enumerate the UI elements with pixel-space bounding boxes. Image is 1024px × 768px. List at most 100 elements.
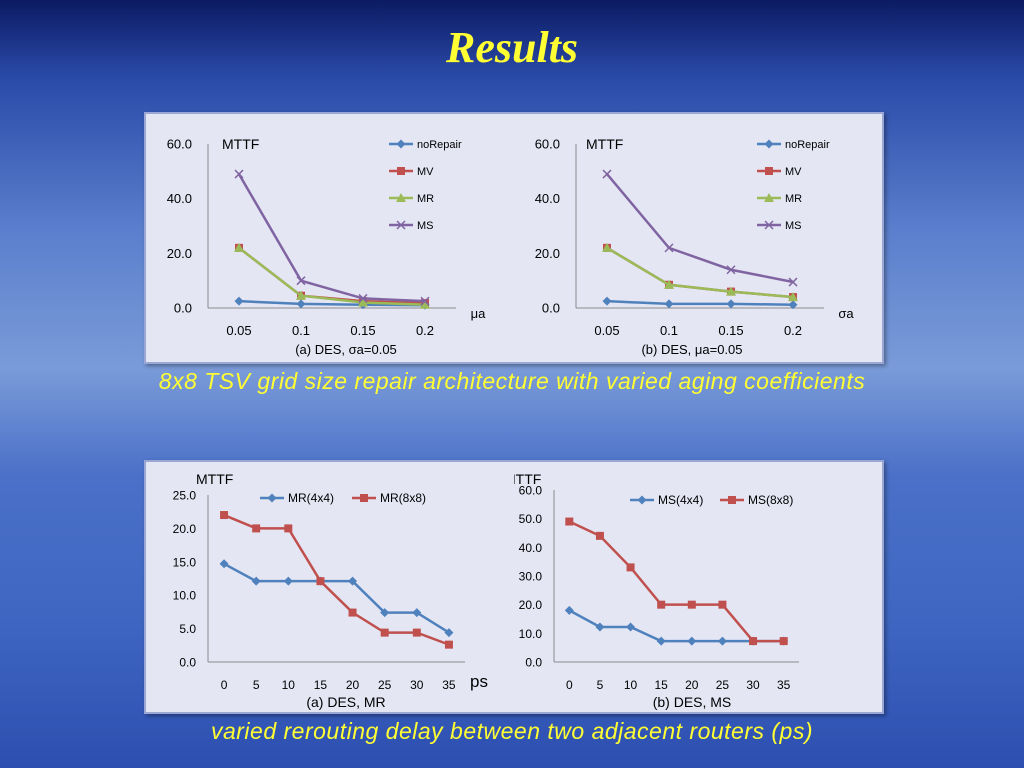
data-point bbox=[380, 628, 389, 637]
x-tick-label: 0.1 bbox=[660, 323, 678, 338]
data-point bbox=[444, 640, 453, 649]
chart-sublabel: (b) DES, MS bbox=[653, 694, 732, 710]
legend-entry: noRepair bbox=[417, 139, 462, 151]
data-point bbox=[726, 299, 736, 309]
y-tick-label: 0.0 bbox=[174, 301, 192, 316]
series-line bbox=[568, 520, 784, 643]
legend-swatch-marker bbox=[728, 496, 736, 504]
caption-top: 8x8 TSV grid size repair architecture wi… bbox=[158, 368, 866, 394]
chart-panel-bottom: 0.0 5.0 10.0 15.0 20.0 25.0 0 5 10 15 20 25 30 35 MTTF… bbox=[144, 460, 884, 714]
data-point bbox=[296, 299, 306, 309]
y-tick-label: 25.0 bbox=[173, 489, 197, 503]
data-point bbox=[296, 276, 306, 286]
data-point bbox=[602, 169, 612, 179]
legend-entry: MR bbox=[785, 193, 802, 205]
data-point bbox=[284, 524, 293, 533]
data-point bbox=[444, 628, 454, 638]
data-point bbox=[664, 243, 674, 253]
y-tick-label: 0.0 bbox=[179, 656, 196, 670]
y-tick-label: 30.0 bbox=[519, 570, 543, 584]
series-line bbox=[606, 246, 794, 299]
chart-ms-delay: 0.0 10.0 20.0 30.0 40.0 50.0 60.0 0 5 10 15 20 25 30 3… bbox=[514, 471, 799, 710]
legend-entry: MS(8x8) bbox=[748, 493, 793, 507]
series-line bbox=[238, 246, 426, 305]
y-tick-label: 20.0 bbox=[173, 522, 197, 536]
x-tick-label: 35 bbox=[442, 678, 456, 692]
x-tick-label: 5 bbox=[253, 678, 260, 692]
data-point bbox=[220, 511, 229, 520]
y-tick-label: 40.0 bbox=[167, 191, 192, 206]
legend-swatch-marker bbox=[396, 139, 406, 149]
data-point bbox=[420, 299, 430, 309]
x-tick-label: 35 bbox=[777, 678, 791, 692]
series-line bbox=[568, 609, 784, 643]
series-line bbox=[237, 173, 426, 303]
data-point bbox=[779, 637, 788, 646]
legend-entry: MR(4x4) bbox=[288, 491, 334, 505]
chart-mr-delay: 0.0 5.0 10.0 15.0 20.0 25.0 0 5 10 15 20 25 30 35 MTTF… bbox=[173, 471, 488, 710]
y-tick-label: 20.0 bbox=[167, 246, 192, 261]
data-point bbox=[717, 636, 727, 646]
y-tick-label: 40.0 bbox=[519, 541, 543, 555]
slide-title: Results bbox=[445, 23, 579, 72]
y-tick-label: 50.0 bbox=[519, 512, 543, 526]
x-tick-label: 0.2 bbox=[784, 323, 802, 338]
data-point bbox=[657, 600, 666, 609]
x-tick-label: 10 bbox=[624, 678, 638, 692]
data-point bbox=[358, 293, 368, 303]
x-tick-label: 30 bbox=[410, 678, 424, 692]
x-tick-label: 30 bbox=[746, 678, 760, 692]
x-tick-label: 20 bbox=[685, 678, 699, 692]
x-tick-label: 0.05 bbox=[226, 323, 251, 338]
y-tick-label: 0.0 bbox=[542, 301, 560, 316]
legend-entry: MV bbox=[417, 166, 434, 178]
series-line bbox=[606, 173, 794, 284]
legend-swatch-marker bbox=[396, 220, 406, 230]
data-point bbox=[788, 277, 798, 287]
legend-entry: MR(8x8) bbox=[380, 491, 426, 505]
legend-entry: noRepair bbox=[785, 139, 830, 151]
series-line bbox=[238, 246, 426, 306]
data-point bbox=[687, 600, 696, 609]
x-tick-label: 15 bbox=[655, 678, 669, 692]
x-axis-label: σa bbox=[838, 306, 854, 321]
legend-entry: MR bbox=[417, 193, 434, 205]
legend-swatch-marker bbox=[764, 193, 774, 202]
x-tick-label: 25 bbox=[716, 678, 730, 692]
data-point bbox=[420, 296, 430, 306]
y-tick-label: 15.0 bbox=[173, 555, 197, 569]
legend-swatch-marker bbox=[397, 167, 405, 175]
chart-sublabel: (b) DES, μa=0.05 bbox=[641, 342, 742, 357]
y-axis-label: MTTF bbox=[222, 136, 259, 152]
x-tick-label: 15 bbox=[314, 678, 328, 692]
y-tick-label: 10.0 bbox=[519, 627, 543, 641]
data-point bbox=[788, 300, 798, 310]
legend-entry: MV bbox=[785, 166, 802, 178]
series-line bbox=[606, 246, 794, 299]
data-point bbox=[234, 242, 244, 252]
legend-swatch-marker bbox=[764, 139, 774, 149]
legend-swatch-marker bbox=[267, 493, 277, 503]
caption-bottom: varied rerouting delay between two adjac… bbox=[210, 718, 814, 744]
data-point bbox=[412, 608, 422, 618]
data-point bbox=[788, 292, 798, 302]
y-axis-label: MTTF bbox=[586, 136, 623, 152]
data-point bbox=[626, 622, 636, 632]
data-point bbox=[296, 290, 306, 300]
data-point bbox=[602, 242, 612, 252]
x-tick-label: 25 bbox=[378, 678, 392, 692]
data-point bbox=[718, 600, 727, 609]
y-tick-label: 0.0 bbox=[525, 656, 542, 670]
data-point bbox=[602, 296, 612, 306]
series-line bbox=[238, 299, 426, 307]
chart-sublabel: (a) DES, σa=0.05 bbox=[295, 342, 397, 357]
data-point bbox=[749, 637, 758, 646]
data-point bbox=[380, 608, 390, 618]
data-point bbox=[348, 608, 357, 617]
x-tick-label: 5 bbox=[597, 678, 604, 692]
data-point bbox=[316, 577, 325, 586]
series-line bbox=[223, 562, 450, 634]
y-axis-label: MTTF bbox=[196, 471, 233, 487]
y-tick-label: 60.0 bbox=[519, 484, 543, 498]
data-point bbox=[219, 559, 229, 569]
